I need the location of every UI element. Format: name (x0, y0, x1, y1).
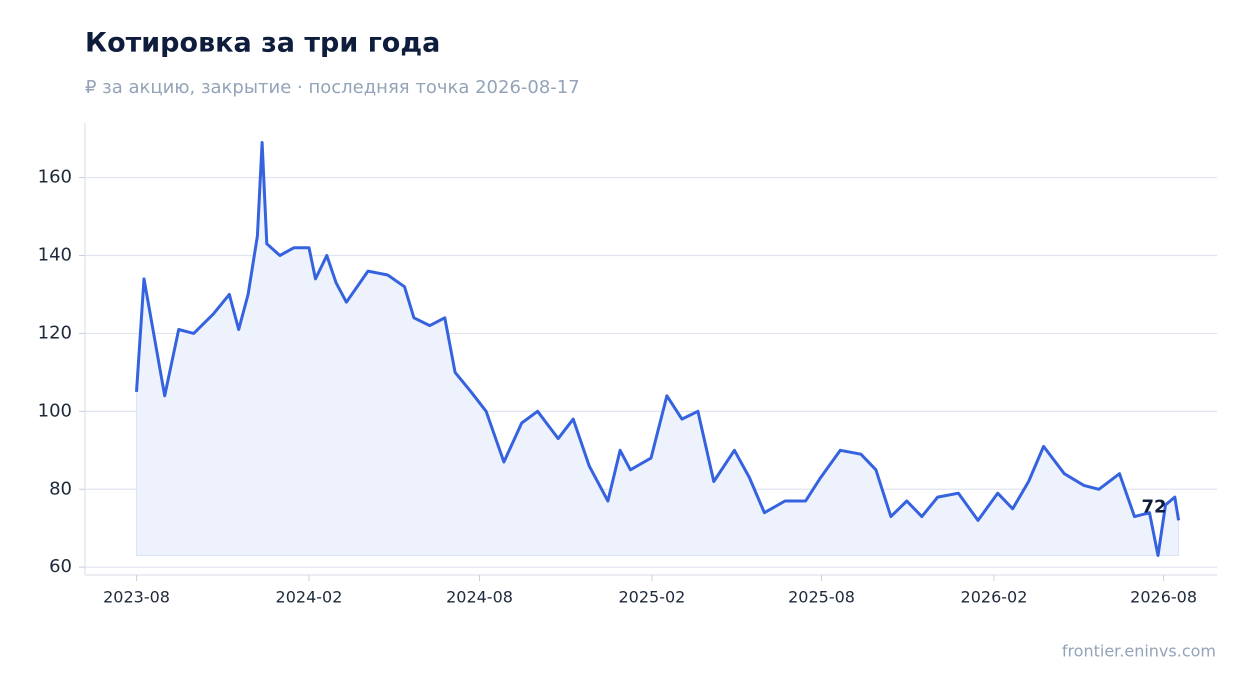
x-tick-label: 2025-02 (619, 588, 686, 607)
y-tick-label: 60 (49, 556, 72, 577)
x-tick-label: 2026-02 (961, 588, 1028, 607)
y-tick-label: 140 (38, 244, 72, 265)
x-tick-label: 2025-08 (788, 588, 855, 607)
chart-title: Котировка за три года (85, 28, 440, 59)
last-value-label: 72 (1142, 496, 1167, 517)
y-tick-label: 120 (38, 322, 72, 343)
chart-subtitle: ₽ за акцию, закрытие · последняя точка 2… (85, 77, 580, 98)
x-tick-label: 2024-02 (276, 588, 343, 607)
y-tick-label: 160 (38, 167, 72, 188)
x-tick-label: 2026-08 (1130, 588, 1197, 607)
x-tick-label: 2024-08 (446, 588, 513, 607)
source: frontier.eninvs.com (1062, 642, 1216, 661)
line (135, 141, 1181, 557)
y-tick-label: 100 (38, 400, 72, 421)
x-tick-label: 2023-08 (103, 588, 170, 607)
y-tick-label: 80 (49, 478, 72, 499)
